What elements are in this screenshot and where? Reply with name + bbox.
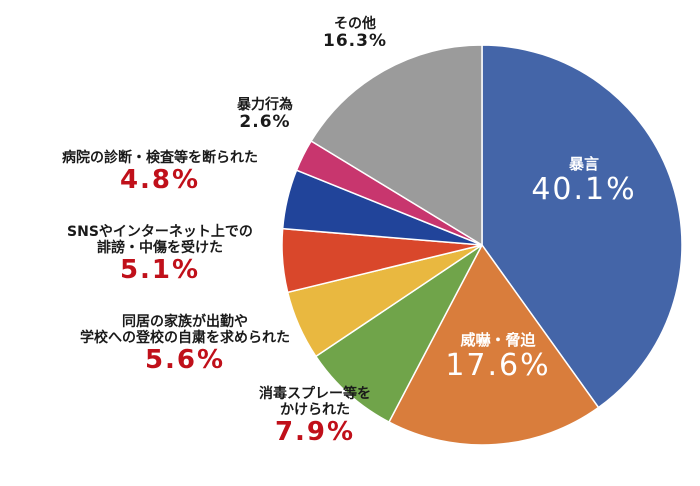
slice-value: 16.3% <box>323 31 387 52</box>
label-sonota: その他 16.3% <box>305 16 405 52</box>
pie-slice-2 <box>314 244 483 424</box>
slice-value: 2.6% <box>239 112 291 133</box>
slice-name: SNSやインターネット上での 誹謗・中傷を受けた <box>67 224 253 257</box>
slice-name: 暴力行為 <box>237 97 293 113</box>
slice-value: 5.6% <box>144 345 226 376</box>
slice-name: 暴言 <box>568 155 599 173</box>
pie-slice-0 <box>481 44 683 409</box>
pie-slice-1 <box>387 243 600 446</box>
label-shodoku: 消毒スプレー等を かけられた 7.9% <box>215 386 415 448</box>
slice-name: その他 <box>334 16 376 32</box>
label-jishuku: 同居の家族が出勤や 学校への登校の自粛を求められた 5.6% <box>35 314 335 376</box>
pie-slice-7 <box>310 44 483 247</box>
label-boryoku: 暴力行為 2.6% <box>215 97 315 133</box>
label-ikaku: 威嚇・脅迫 17.6% <box>428 331 568 384</box>
slice-value: 40.1% <box>531 172 637 208</box>
label-bogen: 暴言 40.1% <box>514 155 654 208</box>
slice-name: 病院の診断・検査等を断られた <box>62 150 258 166</box>
slice-name: 威嚇・脅迫 <box>460 331 536 349</box>
slice-value: 5.1% <box>119 255 201 286</box>
slice-name: 同居の家族が出勤や 学校への登校の自粛を求められた <box>80 314 290 347</box>
label-sns: SNSやインターネット上での 誹謗・中傷を受けた 5.1% <box>40 224 280 286</box>
slice-value: 17.6% <box>445 348 551 384</box>
slice-name: 消毒スプレー等を かけられた <box>259 386 371 419</box>
slice-value: 7.9% <box>274 417 356 448</box>
slice-value: 4.8% <box>119 165 201 196</box>
label-byoin: 病院の診断・検査等を断られた 4.8% <box>40 150 280 196</box>
